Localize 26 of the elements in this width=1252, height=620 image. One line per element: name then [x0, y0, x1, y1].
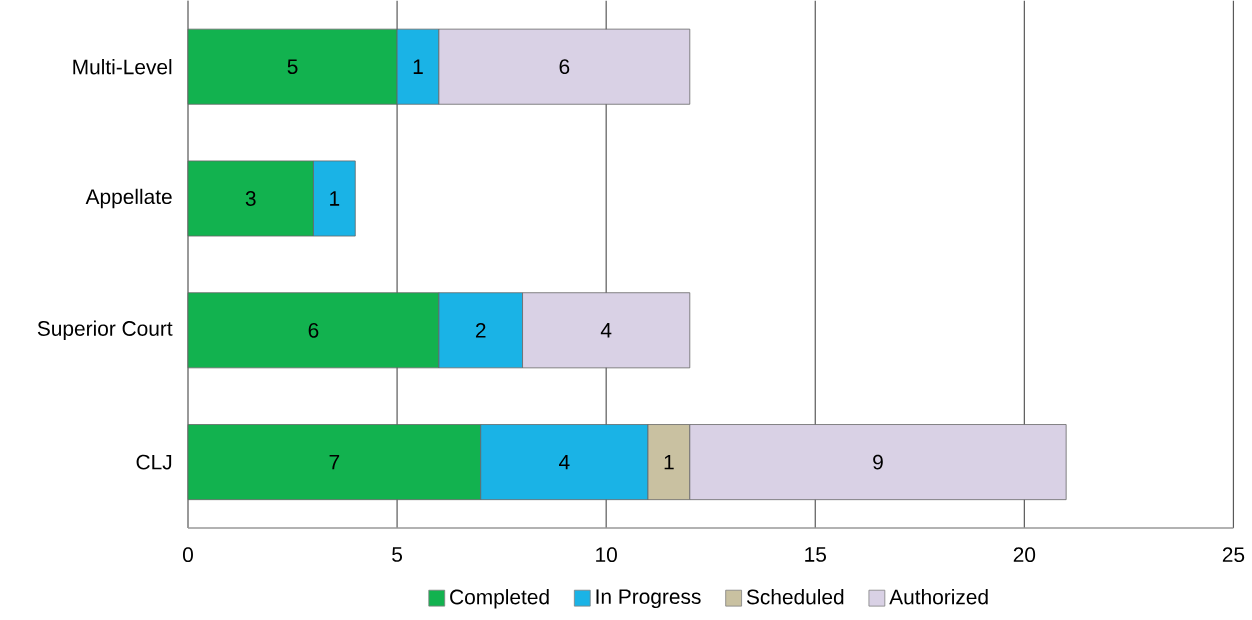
y-tick-label: Multi-Level [73, 58, 172, 75]
data-label: 4 [600, 322, 612, 338]
x-tick-label: 10 [596, 547, 617, 562]
x-tick-label: 0 [183, 547, 193, 562]
x-tick-label: 15 [805, 547, 827, 562]
x-tick-label: 25 [1222, 547, 1245, 562]
data-label: 6 [559, 59, 570, 74]
data-label: 4 [559, 454, 570, 470]
legend-label: In Progress [596, 589, 701, 608]
data-label: 5 [287, 59, 298, 74]
data-label: 1 [330, 191, 340, 206]
data-label: 3 [245, 190, 256, 206]
data-label: 1 [664, 454, 674, 470]
legend-label: Completed [450, 588, 549, 609]
legend-label: Authorized [889, 588, 988, 605]
x-tick-label: 20 [1013, 547, 1036, 562]
y-tick-label: CLJ [136, 454, 172, 470]
data-label: 2 [475, 322, 486, 338]
data-label: 6 [308, 322, 319, 338]
data-label: 1 [413, 59, 423, 74]
y-tick-label: Superior Court [37, 320, 173, 340]
x-tick-label: 5 [392, 547, 403, 562]
y-tick-label: Appellate [85, 188, 172, 208]
data-label: 9 [873, 454, 883, 470]
data-label: 7 [329, 454, 340, 470]
legend-label: Scheduled [746, 588, 844, 605]
